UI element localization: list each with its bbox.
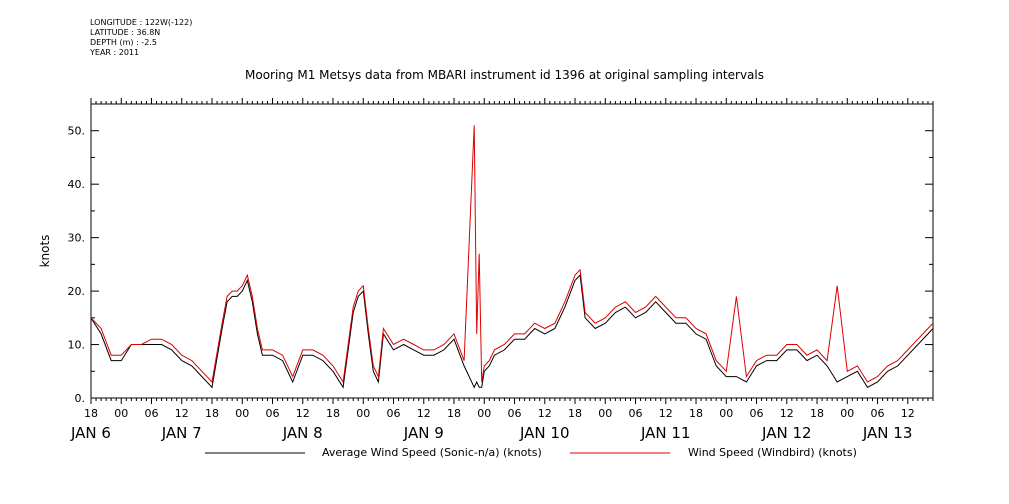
y-tick-label: 30. — [68, 232, 86, 245]
x-tick-label: 00 — [719, 407, 733, 420]
x-tick-label: 12 — [417, 407, 431, 420]
latitude-label: LATITUDE : 36.8N — [90, 28, 161, 37]
legend-label-windbird: Wind Speed (Windbird) (knots) — [688, 446, 857, 459]
x-tick-label: 12 — [538, 407, 552, 420]
y-axis-label: knots — [38, 235, 52, 268]
day-label: JAN 7 — [161, 424, 202, 442]
day-label: JAN 9 — [403, 424, 444, 442]
x-tick-label: 00 — [114, 407, 128, 420]
longitude-label: LONGITUDE : 122W(-122) — [90, 18, 193, 27]
x-tick-label: 06 — [871, 407, 885, 420]
x-tick-label: 18 — [568, 407, 582, 420]
x-tick-label: 06 — [750, 407, 764, 420]
x-tick-label: 12 — [901, 407, 915, 420]
x-tick-label: 18 — [689, 407, 703, 420]
x-tick-label: 00 — [235, 407, 249, 420]
x-tick-labels: 18 00 06 12 18 00 06 12 18 00 06 12 18 00 06 12 18 00 06 12… — [84, 407, 915, 420]
day-label: JAN 13 — [862, 424, 913, 442]
x-tick-label: 00 — [598, 407, 612, 420]
day-label: JAN 8 — [282, 424, 323, 442]
series-line-average-wind-speed — [90, 273, 934, 389]
day-label: JAN 11 — [640, 424, 691, 442]
day-labels: JAN 6 JAN 7 JAN 8 JAN 9 JAN 10 JAN 11 JAN 12 JA… — [70, 424, 912, 442]
x-tick-label: 06 — [508, 407, 522, 420]
depth-label: DEPTH (m) : -2.5 — [90, 38, 157, 47]
y-tick-label: 40. — [68, 178, 86, 191]
metadata-block: LONGITUDE : 122W(-122) LATITUDE : 36.8N … — [90, 18, 192, 58]
y-tick-labels: 0. 10. 20. 30. 40. 50. — [68, 125, 86, 405]
y-tick-label: 20. — [68, 285, 86, 298]
legend-label-average: Average Wind Speed (Sonic-n/a) (knots) — [322, 446, 542, 459]
x-tick-label: 00 — [840, 407, 854, 420]
y-tick-label: 50. — [68, 125, 86, 138]
y-tick-label: 10. — [68, 339, 86, 352]
day-label: JAN 6 — [70, 424, 111, 442]
x-tick-label: 00 — [356, 407, 370, 420]
x-tick-label: 18 — [447, 407, 461, 420]
x-tick-label: 06 — [145, 407, 159, 420]
x-tick-label: 00 — [477, 407, 491, 420]
x-tick-label: 18 — [810, 407, 824, 420]
day-label: JAN 12 — [761, 424, 812, 442]
x-tick-label: 12 — [780, 407, 794, 420]
x-tick-label: 06 — [387, 407, 401, 420]
series-line-windbird-wind-speed — [90, 125, 934, 384]
plot-frame — [90, 103, 934, 399]
day-label: JAN 10 — [519, 424, 570, 442]
axis-ticks — [90, 98, 934, 404]
x-tick-label: 12 — [296, 407, 310, 420]
x-tick-label: 06 — [266, 407, 280, 420]
y-tick-label: 0. — [75, 392, 86, 405]
year-label: YEAR : 2011 — [90, 48, 140, 57]
x-tick-label: 18 — [84, 407, 98, 420]
chart-title: Mooring M1 Metsys data from MBARI instru… — [245, 68, 764, 82]
x-tick-label: 18 — [205, 407, 219, 420]
series-lines — [90, 125, 934, 389]
x-tick-label: 12 — [175, 407, 189, 420]
x-tick-label: 06 — [629, 407, 643, 420]
x-tick-label: 12 — [659, 407, 673, 420]
x-tick-label: 18 — [326, 407, 340, 420]
